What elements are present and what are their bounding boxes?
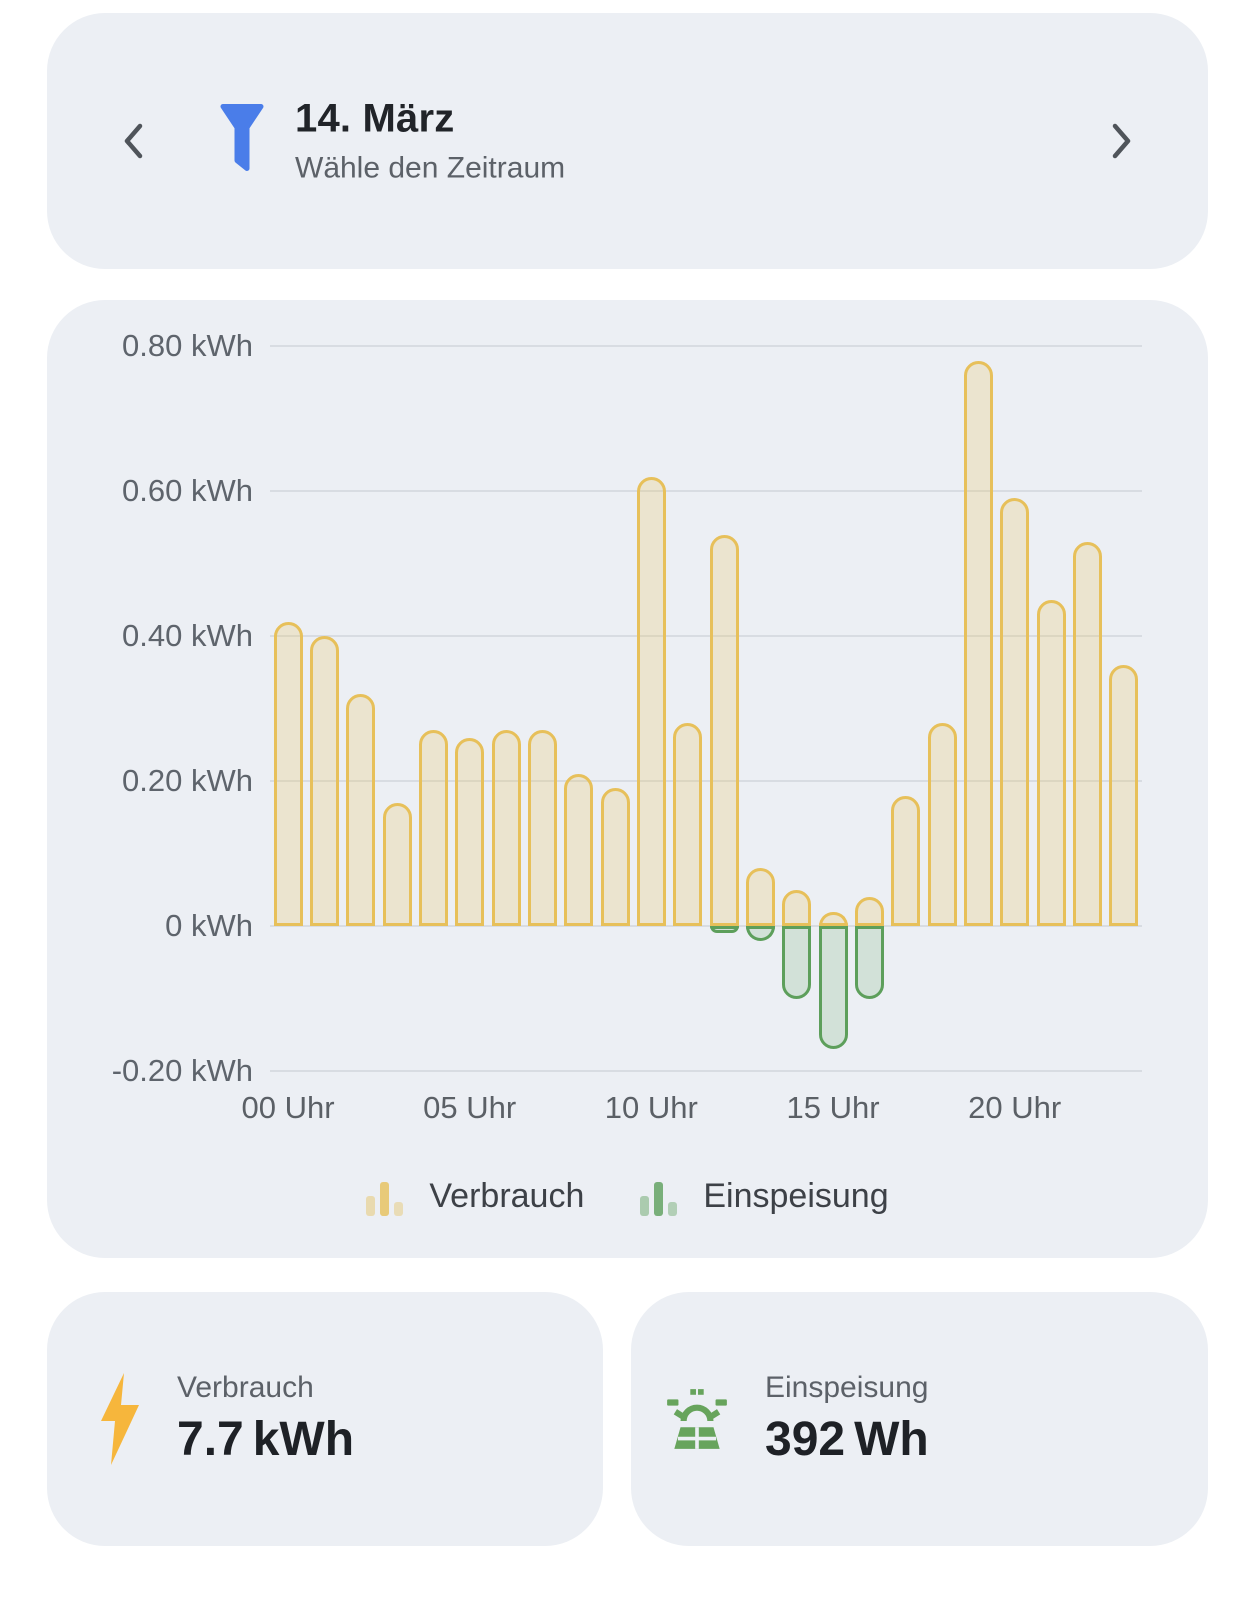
verbrauch-bar-hour-13[interactable]	[745, 868, 775, 926]
next-day-button[interactable]	[1086, 106, 1156, 176]
verbrauch-bar-hour-15[interactable]	[818, 911, 848, 926]
period-subtitle: Wähle den Zeitraum	[295, 151, 566, 185]
y-axis-tick-label: 0.40 kWh	[122, 618, 253, 653]
gridline	[270, 490, 1142, 492]
gridline	[270, 780, 1142, 782]
verbrauch-bar-hour-17[interactable]	[891, 795, 921, 926]
consumption-label: Verbrauch	[177, 1371, 314, 1404]
chart-legend: Verbrauch Einspeisung	[47, 1176, 1208, 1216]
feedin-value: 392 Wh	[765, 1412, 929, 1467]
verbrauch-bar-hour-23[interactable]	[1109, 665, 1139, 926]
x-axis-tick-label: 00 Uhr	[241, 1090, 335, 1125]
energy-chart-card: 00 Uhr 05 Uhr 10 Uhr 15 Uhr 20 Uhr Verbrauch…	[47, 300, 1208, 1258]
verbrauch-bar-hour-8[interactable]	[564, 773, 594, 926]
feedin-value-unit: Wh	[854, 1413, 929, 1466]
solar-panel-icon	[663, 1385, 731, 1453]
verbrauch-bar-hour-16[interactable]	[854, 897, 884, 926]
verbrauch-bar-hour-1[interactable]	[309, 636, 339, 926]
y-axis-tick-label: 0 kWh	[165, 908, 253, 943]
verbrauch-mini-bars-icon	[366, 1176, 404, 1216]
x-axis-tick-label: 05 Uhr	[423, 1090, 517, 1125]
y-axis-tick-label: 0.60 kWh	[122, 473, 253, 508]
feedin-value-number: 392	[765, 1413, 846, 1466]
verbrauch-bar-hour-10[interactable]	[636, 476, 666, 926]
verbrauch-bar-hour-19[interactable]	[963, 360, 993, 926]
legend-label: Verbrauch	[429, 1176, 585, 1215]
x-axis-tick-label: 10 Uhr	[604, 1090, 698, 1125]
period-selector[interactable]: 14. März Wähle den Zeitraum	[219, 97, 565, 186]
verbrauch-bar-hour-11[interactable]	[673, 723, 703, 926]
legend-label: Einspeisung	[703, 1176, 889, 1215]
x-axis-tick-label: 20 Uhr	[968, 1090, 1062, 1125]
filter-icon	[219, 102, 265, 180]
consumption-value: 7.7 kWh	[177, 1412, 354, 1467]
bar-chart-plot	[270, 345, 1142, 1072]
consumption-value-unit: kWh	[252, 1413, 355, 1466]
gridline	[270, 635, 1142, 637]
y-axis-tick-label: 0.80 kWh	[122, 328, 253, 363]
period-title: 14. März	[295, 96, 455, 141]
verbrauch-bar-hour-0[interactable]	[273, 621, 303, 926]
x-axis-labels: 00 Uhr 05 Uhr 10 Uhr 15 Uhr 20 Uhr	[241, 1090, 1142, 1130]
verbrauch-bar-hour-18[interactable]	[927, 723, 957, 926]
verbrauch-bar-hour-7[interactable]	[527, 730, 557, 926]
lightning-bolt-icon	[97, 1371, 143, 1467]
einspeisung-bar-hour-13[interactable]	[745, 926, 775, 941]
gridline	[270, 925, 1142, 927]
feedin-summary-card: Einspeisung 392 Wh	[631, 1292, 1208, 1546]
verbrauch-bar-hour-12[interactable]	[709, 534, 739, 926]
consumption-value-number: 7.7	[177, 1413, 244, 1466]
verbrauch-bar-hour-21[interactable]	[1036, 599, 1066, 926]
y-axis-tick-label: -0.20 kWh	[111, 1053, 253, 1088]
verbrauch-bar-hour-3[interactable]	[382, 802, 412, 926]
einspeisung-bar-hour-12[interactable]	[709, 926, 739, 934]
einspeisung-bar-hour-16[interactable]	[854, 926, 884, 999]
period-text: 14. März Wähle den Zeitraum	[295, 97, 565, 186]
chevron-left-icon	[118, 119, 150, 163]
period-header-card: 14. März Wähle den Zeitraum	[47, 13, 1208, 269]
legend-item-verbrauch: Verbrauch	[366, 1176, 584, 1216]
feedin-label: Einspeisung	[765, 1371, 929, 1404]
feedin-summary-text: Einspeisung 392 Wh	[765, 1371, 929, 1467]
legend-item-einspeisung: Einspeisung	[640, 1176, 889, 1216]
x-axis-tick-label: 15 Uhr	[786, 1090, 880, 1125]
consumption-summary-card: Verbrauch 7.7 kWh	[47, 1292, 603, 1546]
verbrauch-bar-hour-20[interactable]	[1000, 498, 1030, 926]
gridline	[270, 345, 1142, 347]
verbrauch-bar-hour-6[interactable]	[491, 730, 521, 926]
einspeisung-bar-hour-15[interactable]	[818, 926, 848, 1050]
verbrauch-bar-hour-14[interactable]	[782, 889, 812, 926]
verbrauch-bar-hour-2[interactable]	[346, 694, 376, 926]
consumption-summary-content: Verbrauch 7.7 kWh	[47, 1292, 603, 1546]
gridline	[270, 1070, 1142, 1072]
einspeisung-mini-bars-icon	[640, 1176, 678, 1216]
consumption-summary-text: Verbrauch 7.7 kWh	[177, 1371, 354, 1467]
y-axis-tick-label: 0.20 kWh	[122, 763, 253, 798]
previous-day-button[interactable]	[99, 106, 169, 176]
verbrauch-bar-hour-4[interactable]	[418, 730, 448, 926]
feedin-summary-content: Einspeisung 392 Wh	[631, 1292, 1208, 1546]
chevron-right-icon	[1105, 119, 1137, 163]
einspeisung-bar-hour-14[interactable]	[782, 926, 812, 999]
verbrauch-bar-hour-5[interactable]	[455, 737, 485, 926]
verbrauch-bar-hour-22[interactable]	[1072, 541, 1102, 926]
verbrauch-bar-hour-9[interactable]	[600, 788, 630, 926]
